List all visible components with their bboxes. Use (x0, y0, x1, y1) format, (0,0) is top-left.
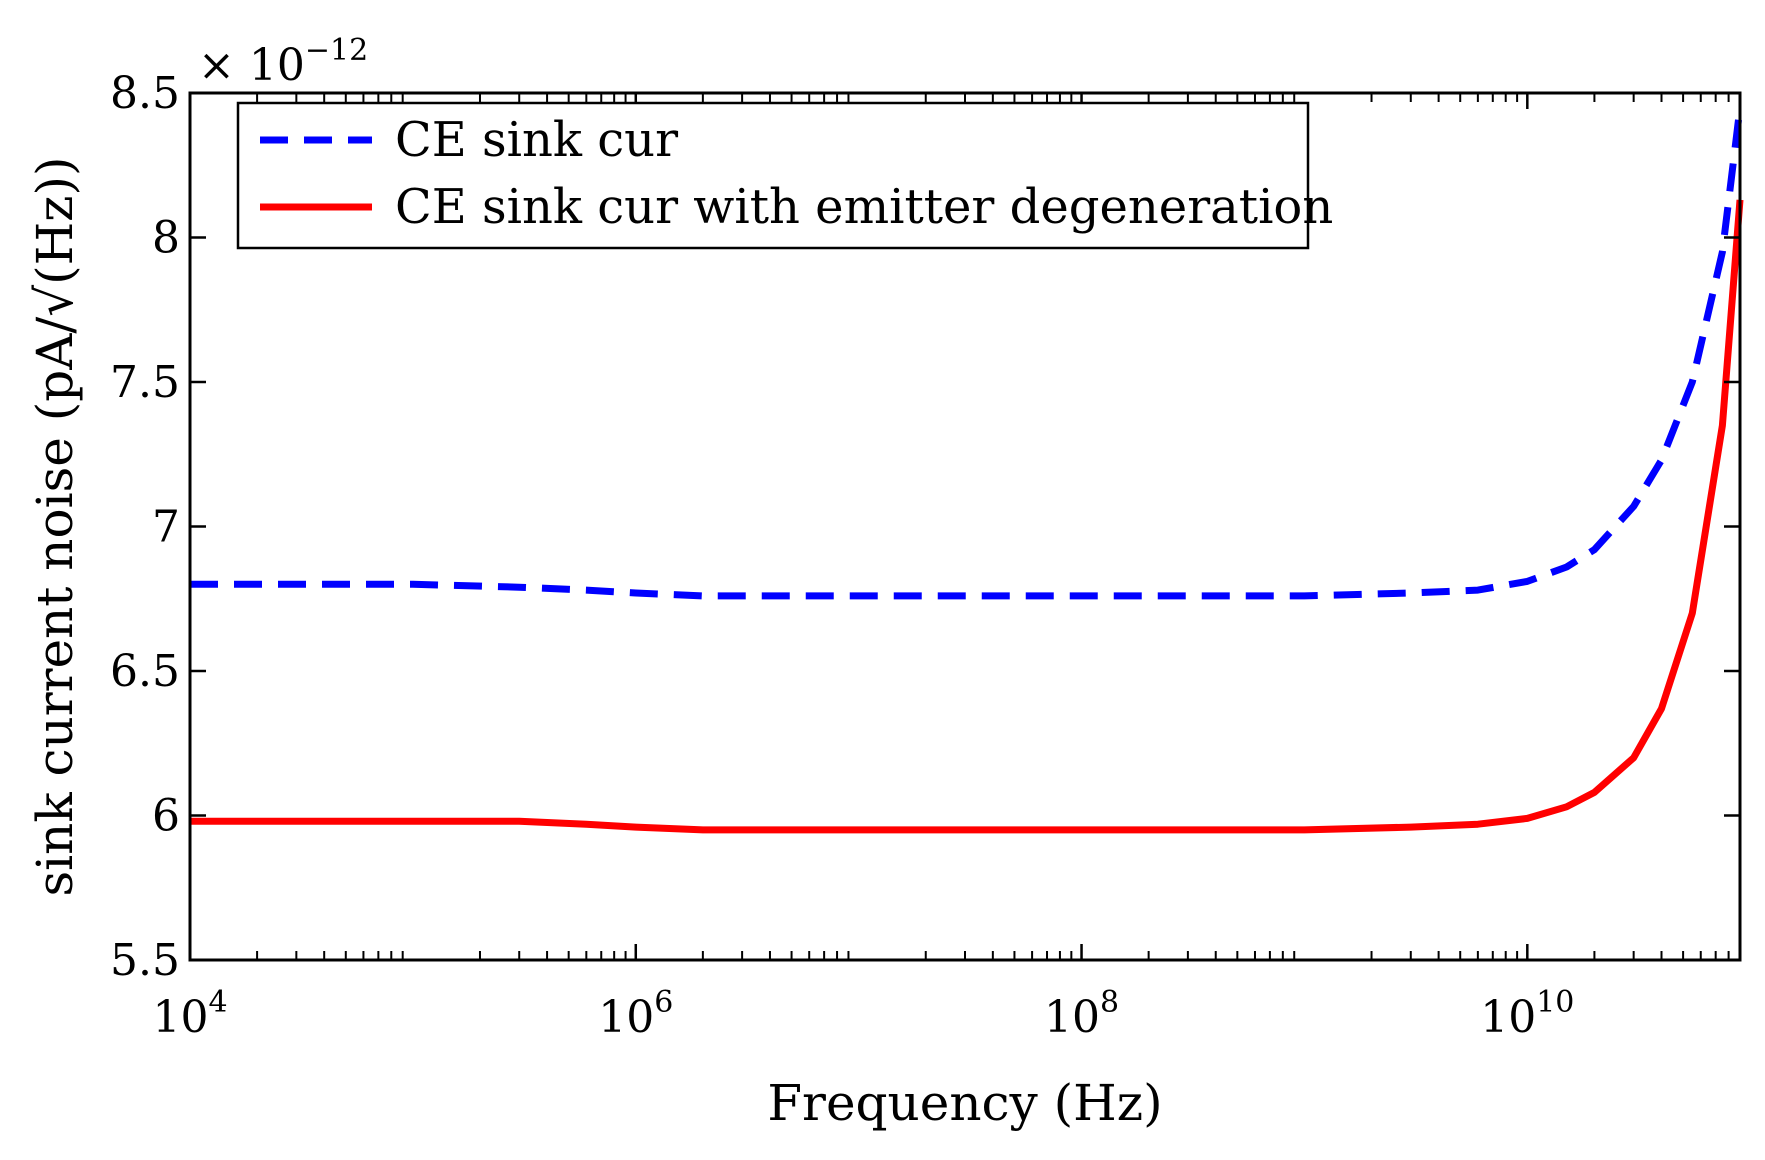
x-tick-label-exponent: 8 (1100, 985, 1119, 1020)
x-tick-label: 1010 (1480, 985, 1574, 1043)
y-axis-multiplier: × 10−12 (198, 33, 368, 91)
legend-entry-ce-sink-cur: CE sink cur (395, 112, 678, 168)
legend: CE sink cur CE sink cur with emitter deg… (236, 101, 1333, 250)
x-tick-label-exponent: 6 (654, 985, 673, 1020)
x-tick-label-exponent: 4 (208, 985, 227, 1020)
legend-entry-ce-sink-cur-emitter-degeneration: CE sink cur with emitter degeneration (395, 179, 1333, 235)
y-tick-label: 7 (152, 502, 180, 553)
y-tick-label: 7.5 (110, 357, 180, 408)
y-tick-label: 6 (152, 791, 180, 842)
x-tick-label: 104 (152, 985, 227, 1043)
y-tick-label: 6.5 (110, 646, 180, 697)
series-line-0 (190, 107, 1744, 600)
series-line-1 (190, 199, 1744, 834)
plot-frame (188, 91, 1742, 962)
x-tick-label-base: 10 (1044, 992, 1100, 1043)
y-multiplier-exponent: −12 (305, 33, 368, 68)
y-tick-label: 8 (152, 213, 180, 264)
y-tick-label: 8.5 (110, 68, 180, 119)
x-tick-label-exponent: 10 (1536, 985, 1574, 1020)
x-tick-label: 106 (598, 985, 673, 1043)
y-tick-label: 5.5 (110, 935, 180, 986)
y-axis-label: sink current noise (pA/√(Hz)) (26, 156, 84, 896)
legend-box (236, 101, 1310, 250)
x-axis-label: Frequency (Hz) (767, 1074, 1162, 1132)
y-multiplier-base: × 10 (198, 40, 305, 91)
x-tick-label-base: 10 (598, 992, 654, 1043)
x-tick-label-base: 10 (1480, 992, 1536, 1043)
series-layer (190, 107, 1744, 834)
x-tick-label: 108 (1044, 985, 1119, 1043)
x-tick-label-base: 10 (152, 992, 208, 1043)
